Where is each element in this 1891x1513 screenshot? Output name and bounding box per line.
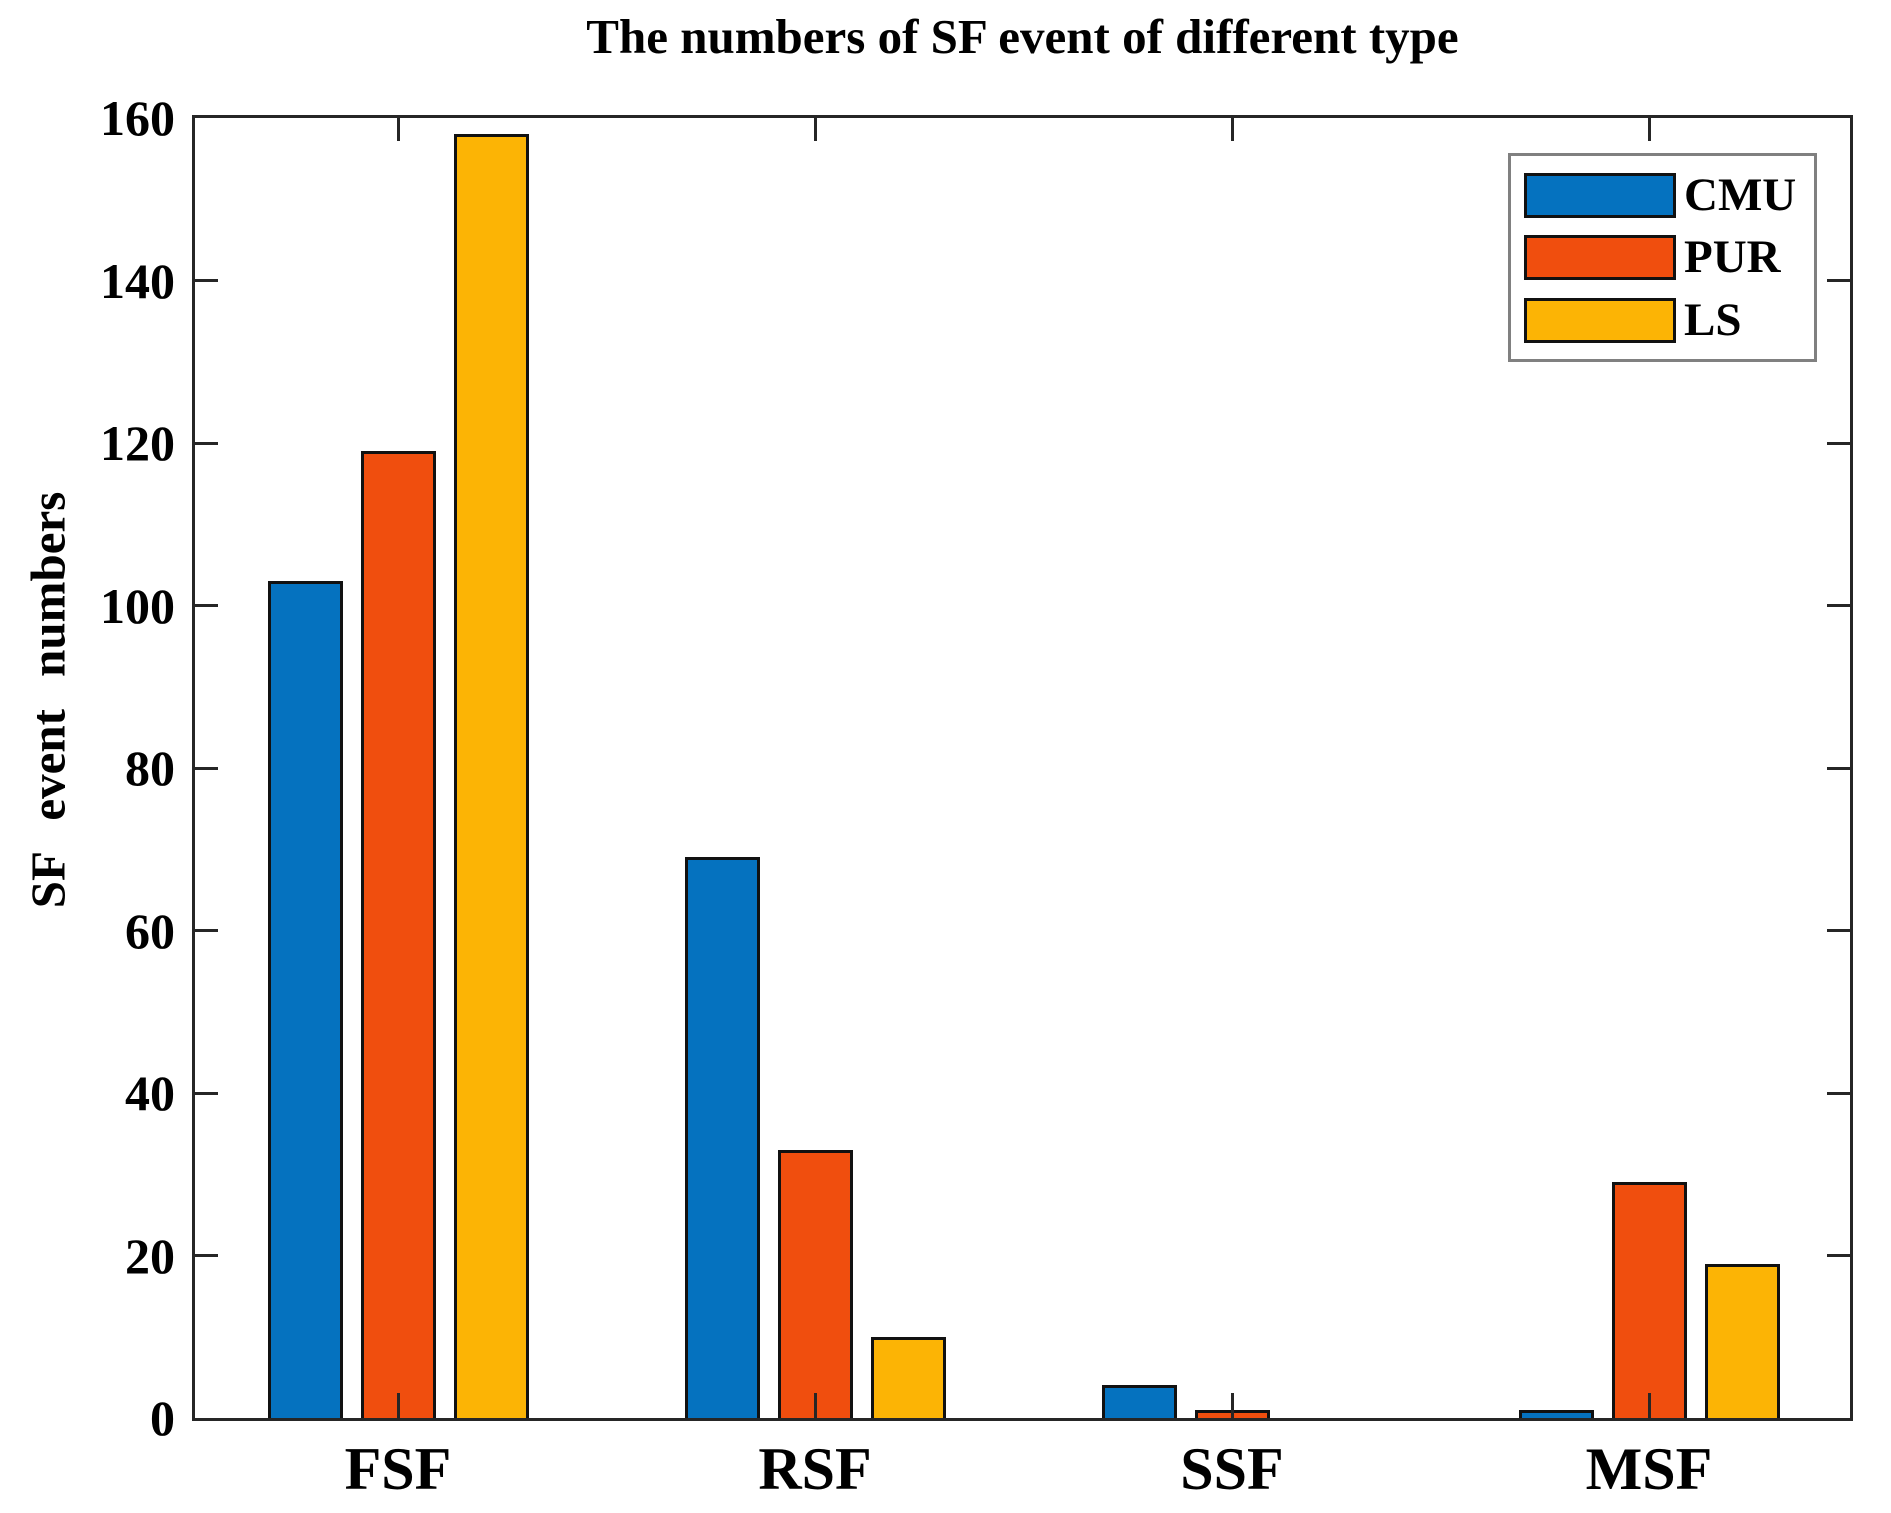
y-axis-tick [195, 604, 218, 607]
legend-swatch-cmu [1524, 172, 1676, 218]
x-axis-tick [813, 1393, 817, 1418]
y-tick-label: 40 [125, 1065, 175, 1121]
legend-label-cmu: CMU [1684, 168, 1797, 221]
bar-ssf-cmu [1101, 1385, 1177, 1418]
x-axis-tick [1230, 118, 1234, 141]
y-axis-tick [1827, 279, 1850, 282]
y-axis-tick [195, 766, 218, 770]
y-tick-label: 120 [100, 415, 175, 471]
y-axis-tick [195, 1254, 218, 1257]
y-axis-tick [1827, 1091, 1850, 1095]
x-axis-tick [1647, 1393, 1651, 1418]
y-tick-label: 140 [100, 252, 175, 309]
legend-item-pur: PUR [1524, 234, 1814, 281]
x-tick-label-fsf: FSF [344, 1436, 452, 1502]
chart-title: The numbers of SF event of different typ… [586, 9, 1459, 64]
bar-rsf-pur [777, 1150, 853, 1418]
y-axis-tick [1827, 929, 1850, 932]
y-axis-tick [195, 441, 218, 445]
legend: CMU PUR LS [1508, 153, 1817, 362]
y-tick-label: 0 [150, 1390, 175, 1446]
y-axis-label: SF event numbers [20, 491, 76, 909]
bar-rsf-cmu [684, 857, 760, 1418]
x-axis-tick [1230, 1393, 1234, 1418]
y-tick-label: 160 [100, 90, 175, 146]
legend-label-ls: LS [1684, 293, 1742, 346]
bar-msf-ls [1704, 1264, 1780, 1418]
y-axis-tick [1827, 766, 1850, 770]
bar-msf-pur [1611, 1182, 1687, 1418]
x-tick-label-msf: MSF [1585, 1436, 1713, 1502]
bar-fsf-cmu [267, 581, 343, 1418]
legend-swatch-pur [1524, 235, 1676, 280]
y-axis-tick [195, 929, 218, 932]
y-tick-label: 80 [125, 740, 175, 796]
y-axis-tick [1827, 441, 1850, 445]
y-axis-tick [195, 1091, 218, 1095]
bar-fsf-pur [360, 451, 436, 1418]
x-tick-label-ssf: SSF [1180, 1436, 1284, 1502]
x-axis-tick [396, 1393, 400, 1418]
legend-item-ls: LS [1524, 293, 1814, 346]
y-axis-tick [1827, 604, 1850, 607]
bar-msf-cmu [1518, 1410, 1594, 1418]
bar-fsf-ls [453, 134, 529, 1418]
legend-item-cmu: CMU [1524, 168, 1814, 221]
y-tick-label: 60 [125, 902, 175, 959]
bar-rsf-ls [870, 1337, 946, 1418]
x-axis-tick [813, 118, 817, 141]
y-tick-label: 100 [100, 577, 175, 634]
y-axis-tick [1827, 1254, 1850, 1257]
y-tick-label: 20 [125, 1227, 175, 1284]
legend-swatch-ls [1524, 297, 1676, 343]
legend-label-pur: PUR [1684, 231, 1781, 283]
x-tick-label-rsf: RSF [758, 1436, 872, 1502]
x-axis-tick [396, 118, 400, 141]
x-axis-tick [1647, 118, 1651, 141]
y-axis-tick [195, 279, 218, 282]
